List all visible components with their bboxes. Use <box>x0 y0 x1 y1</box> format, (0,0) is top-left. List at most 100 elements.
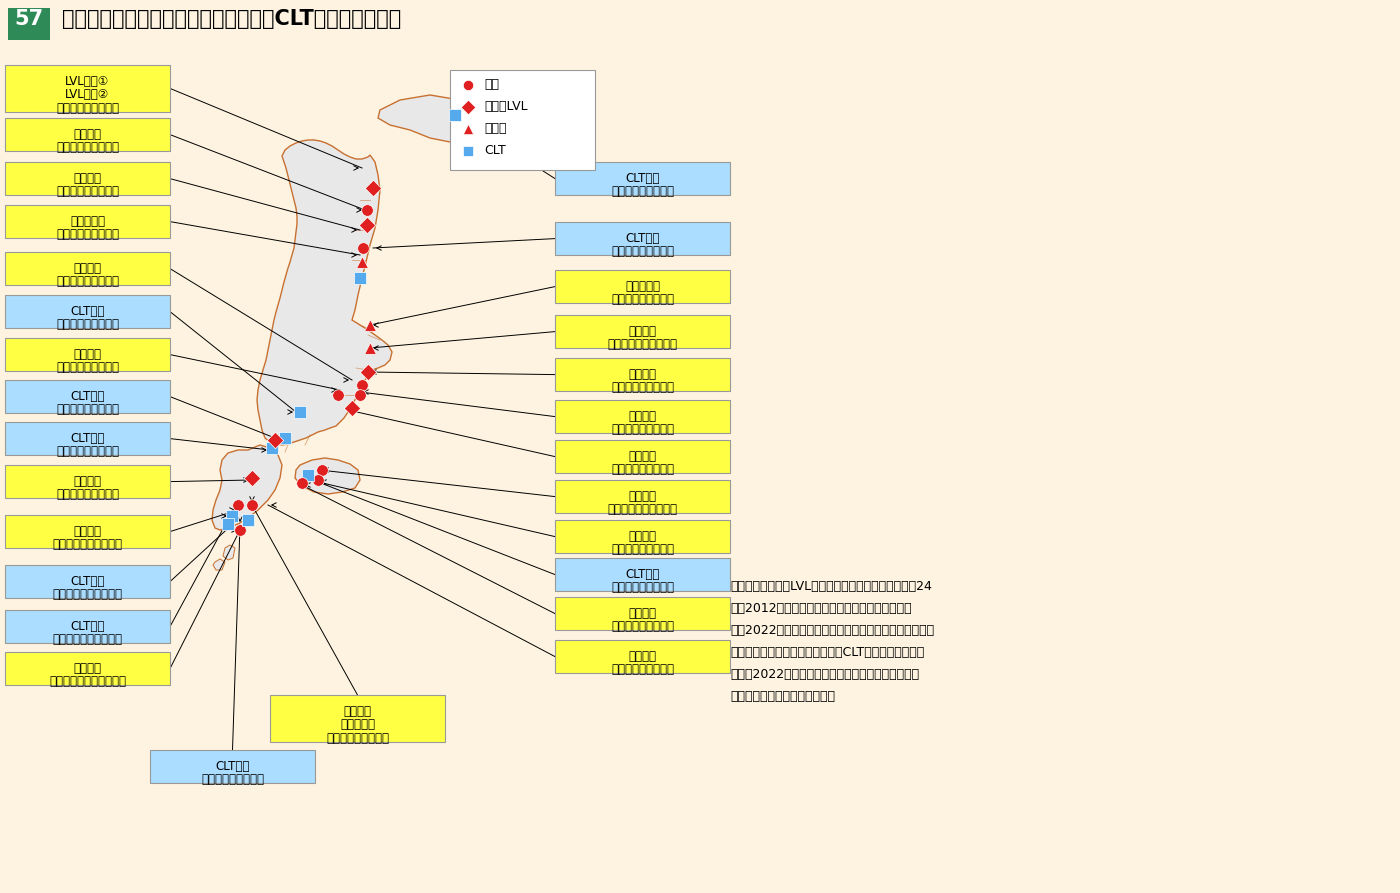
Point <box>351 241 374 255</box>
Bar <box>6 295 169 329</box>
Bar <box>554 440 729 473</box>
Text: ４（2022）年２月末現在の主な生産工場を記載。: ４（2022）年２月末現在の主な生産工場を記載。 <box>729 668 920 681</box>
Text: 製材工場: 製材工場 <box>73 662 101 675</box>
Text: LVL工場①: LVL工場① <box>66 75 109 88</box>
Text: （鳥取県　南部町）: （鳥取県 南部町） <box>56 404 119 416</box>
Text: （鹿児島県　湧水町）: （鹿児島県 湧水町） <box>53 633 123 647</box>
Text: 製材工場: 製材工場 <box>629 650 657 663</box>
Text: （青森県　六戸町）: （青森県 六戸町） <box>56 102 119 115</box>
Point <box>351 255 374 269</box>
Point <box>456 121 479 136</box>
Text: 製材工場: 製材工場 <box>73 262 101 275</box>
Text: 57: 57 <box>14 9 43 29</box>
Bar <box>6 338 169 371</box>
Text: （宮崎県　日向市）: （宮崎県 日向市） <box>326 732 389 745</box>
Text: （北海道　北見市）: （北海道 北見市） <box>610 186 673 198</box>
Bar <box>554 162 729 196</box>
Bar <box>6 465 169 498</box>
Point <box>444 108 466 122</box>
Text: 集成材工場: 集成材工場 <box>340 718 375 731</box>
Bar <box>554 222 729 255</box>
Point <box>351 378 374 392</box>
Bar <box>6 565 169 598</box>
Text: （2012）年度以降に新設された工場で、令和４: （2012）年度以降に新設された工場で、令和４ <box>729 602 911 615</box>
Point <box>358 318 381 332</box>
Bar <box>554 315 729 348</box>
Text: （愛媛県　西条市）: （愛媛県 西条市） <box>610 581 673 595</box>
Point <box>221 509 244 523</box>
Bar <box>6 610 169 643</box>
Bar <box>554 640 729 673</box>
Bar <box>554 558 729 591</box>
Point <box>456 100 479 114</box>
Text: （秋田県　秋田市）: （秋田県 秋田市） <box>56 186 119 198</box>
Text: 近年整備された大型木材加工工場及びCLT工場の分布状況: 近年整備された大型木材加工工場及びCLT工場の分布状況 <box>62 9 402 29</box>
Text: 製材工場: 製材工場 <box>629 410 657 422</box>
Point <box>356 218 378 232</box>
Text: CLT工場: CLT工場 <box>626 568 659 580</box>
Text: 上（原木換算）のものを記載。CLTについては、令和: 上（原木換算）のものを記載。CLTについては、令和 <box>729 646 924 659</box>
Text: （徳島県　小松島市）: （徳島県 小松島市） <box>608 504 678 516</box>
Bar <box>6 162 169 196</box>
Bar <box>150 750 315 783</box>
Text: 注：製材、合板・LVL、集成材工場については、平成24: 注：製材、合板・LVL、集成材工場については、平成24 <box>729 580 932 593</box>
Text: 製材工場: 製材工場 <box>629 489 657 503</box>
Point <box>356 203 378 217</box>
Text: CLT工場: CLT工場 <box>70 305 105 318</box>
Text: （高知県　大豊町）: （高知県 大豊町） <box>610 544 673 556</box>
Point <box>260 441 283 455</box>
Text: （栃木県　真岡市）: （栃木県 真岡市） <box>610 294 673 306</box>
Text: CLT工場: CLT工場 <box>70 575 105 588</box>
Bar <box>554 270 729 304</box>
Text: CLT工場: CLT工場 <box>216 760 249 772</box>
Text: 合板工場: 合板工場 <box>629 325 657 338</box>
Point <box>241 471 263 485</box>
Point <box>456 78 479 92</box>
Text: 合板・LVL: 合板・LVL <box>484 100 528 113</box>
Point <box>217 517 239 531</box>
Text: （2022）年２月現在で、年間の国産材消費量３万㎥以: （2022）年２月現在で、年間の国産材消費量３万㎥以 <box>729 624 934 637</box>
Bar <box>8 8 50 40</box>
Bar <box>6 205 169 238</box>
Bar <box>554 358 729 391</box>
Point <box>340 401 363 415</box>
Point <box>311 463 333 477</box>
Point <box>241 498 263 513</box>
Bar <box>449 70 595 170</box>
Point <box>456 144 479 158</box>
Polygon shape <box>211 445 281 530</box>
Text: （長野県　塩尻市）: （長野県 塩尻市） <box>56 275 119 288</box>
Point <box>228 523 251 538</box>
Text: （宮城県　石巻市）: （宮城県 石巻市） <box>610 246 673 258</box>
Text: （鹿児島県　肝付町）: （鹿児島県 肝付町） <box>53 588 123 601</box>
Bar <box>6 652 169 685</box>
Text: （大分県　玖珠郡）: （大分県 玖珠郡） <box>56 488 119 501</box>
Text: 集成材: 集成材 <box>484 122 507 135</box>
Bar <box>6 422 169 455</box>
Point <box>361 181 384 196</box>
Point <box>349 271 371 285</box>
Text: （愛知県　豊田市）: （愛知県 豊田市） <box>610 423 673 437</box>
Text: 合板工場: 合板工場 <box>73 475 101 488</box>
Text: 製材工場: 製材工場 <box>629 530 657 543</box>
Point <box>307 473 329 488</box>
Bar <box>6 252 169 285</box>
Point <box>288 405 311 419</box>
Bar <box>270 695 445 742</box>
Bar <box>6 65 169 112</box>
Text: CLT工場: CLT工場 <box>626 232 659 245</box>
Point <box>349 388 371 402</box>
Text: （岡山県　真庭市）: （岡山県 真庭市） <box>56 446 119 458</box>
Polygon shape <box>378 95 519 145</box>
Bar <box>554 480 729 513</box>
Point <box>237 513 259 527</box>
Text: CLT工場: CLT工場 <box>626 171 659 185</box>
Text: （宮崎県　日南市）: （宮崎県 日南市） <box>202 773 265 787</box>
Text: CLT工場: CLT工場 <box>70 620 105 633</box>
Point <box>297 468 319 482</box>
Point <box>227 498 249 513</box>
Text: （鹿児島県　霧島市）: （鹿児島県 霧島市） <box>53 538 123 551</box>
Polygon shape <box>258 140 392 445</box>
Text: 資料：林野庁木材産業課調べ。: 資料：林野庁木材産業課調べ。 <box>729 690 834 703</box>
Bar <box>6 118 169 151</box>
